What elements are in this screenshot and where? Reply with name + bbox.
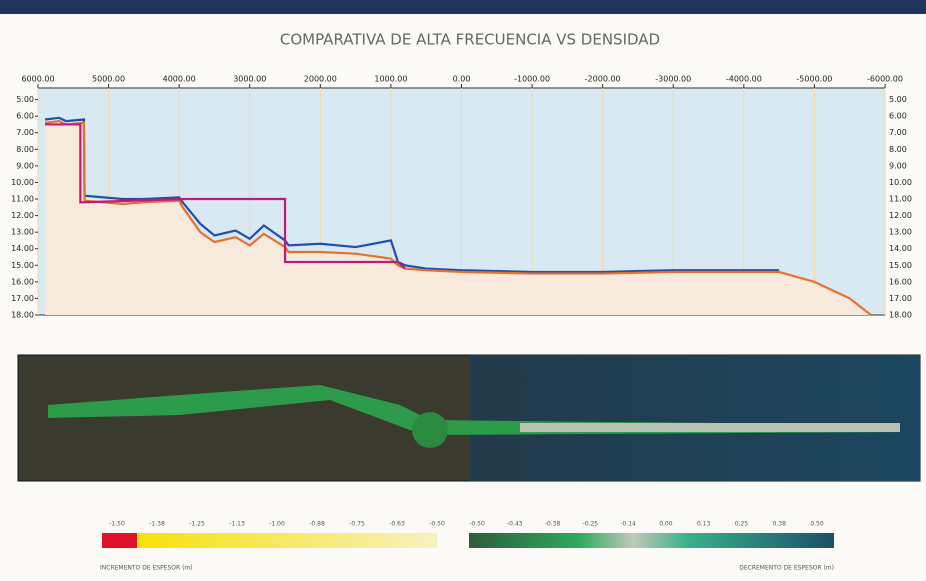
y-tick-label: 5.00 [16, 95, 34, 104]
x-tick-label: 4000.00 [163, 75, 196, 84]
colorbar-label: 0.25 [735, 521, 749, 528]
x-tick-label: -3000.00 [655, 75, 691, 84]
y-tick-label: 10.00 [11, 178, 34, 187]
colorbar-increase [137, 533, 437, 548]
x-tick-label: -2000.00 [585, 75, 621, 84]
increase-title: INCREMENTO DE ESPESOR (m) [100, 565, 193, 572]
y-tick-label: 14.00 [11, 244, 34, 253]
x-tick-label: -5000.00 [796, 75, 832, 84]
y-tick-label-right: 15.00 [889, 261, 912, 270]
x-tick-label: 6000.00 [21, 75, 54, 84]
colorbar-label: 0.00 [659, 521, 673, 528]
y-tick-label: 16.00 [11, 277, 34, 286]
y-tick-label: 18.00 [11, 311, 34, 320]
y-tick-label-right: 14.00 [889, 244, 912, 253]
satellite-image [17, 354, 921, 482]
colorbar-label: 0.13 [697, 521, 711, 528]
y-tick-label: 17.00 [11, 294, 34, 303]
colorbar-label: -1.00 [269, 521, 285, 528]
colorbar-red [102, 533, 137, 548]
y-tick-label-right: 18.00 [889, 311, 912, 320]
colorbar-label: -0.63 [389, 521, 405, 528]
colorbar-label: -0.50 [469, 521, 485, 528]
colorbar-label: -0.25 [583, 521, 599, 528]
x-tick-label: 0.00 [453, 75, 471, 84]
x-tick-label: -4000.00 [726, 75, 762, 84]
y-tick-label-right: 11.00 [889, 195, 912, 204]
colorbar-label: -1.38 [149, 521, 165, 528]
colorbar-label: -1.25 [189, 521, 205, 528]
x-tick-label: 3000.00 [233, 75, 266, 84]
y-tick-label-right: 5.00 [889, 95, 907, 104]
x-tick-label: 1000.00 [374, 75, 407, 84]
x-tick-label: 2000.00 [304, 75, 337, 84]
series-line [44, 120, 872, 316]
y-tick-label: 12.00 [11, 211, 34, 220]
x-tick-label: 5000.00 [92, 75, 125, 84]
colorbar-decrease [469, 533, 834, 548]
y-tick-label-right: 9.00 [889, 161, 907, 170]
y-tick-label-right: 8.00 [889, 145, 907, 154]
y-tick-label: 6.00 [16, 112, 34, 121]
colorbar-label: 0.38 [773, 521, 787, 528]
chart-title: COMPARATIVA DE ALTA FRECUENCIA VS DENSID… [280, 31, 660, 49]
header-band [0, 0, 926, 14]
y-tick-label-right: 7.00 [889, 128, 907, 137]
x-tick-label: -6000.00 [867, 75, 903, 84]
y-tick-label-right: 16.00 [889, 277, 912, 286]
colorbar-label: -1.50 [109, 521, 125, 528]
y-tick-label: 15.00 [11, 261, 34, 270]
colorbar-label: -0.43 [507, 521, 523, 528]
colorbar-label: -0.88 [309, 521, 325, 528]
y-tick-label: 13.00 [11, 228, 34, 237]
series-line [44, 116, 780, 274]
y-tick-label-right: 12.00 [889, 211, 912, 220]
y-tick-label: 11.00 [11, 195, 34, 204]
decrease-title: DECREMENTO DE ESPESOR (m) [739, 565, 834, 572]
ground-area [45, 121, 871, 315]
y-tick-label: 8.00 [16, 145, 34, 154]
colorbar-label: -0.38 [545, 521, 561, 528]
colorbar-label: 0.50 [810, 521, 824, 528]
y-tick-label-right: 17.00 [889, 294, 912, 303]
colorbar-label: -0.14 [620, 521, 636, 528]
x-tick-label: -1000.00 [514, 75, 550, 84]
y-tick-label: 7.00 [16, 128, 34, 137]
y-tick-label-right: 6.00 [889, 112, 907, 121]
colorbar-label: -1.13 [229, 521, 245, 528]
colorbar-label: -0.50 [429, 521, 445, 528]
colorbar-label: -0.75 [349, 521, 365, 528]
y-tick-label-right: 13.00 [889, 228, 912, 237]
y-tick-label-right: 10.00 [889, 178, 912, 187]
series-line [45, 123, 406, 270]
y-tick-label: 9.00 [16, 161, 34, 170]
